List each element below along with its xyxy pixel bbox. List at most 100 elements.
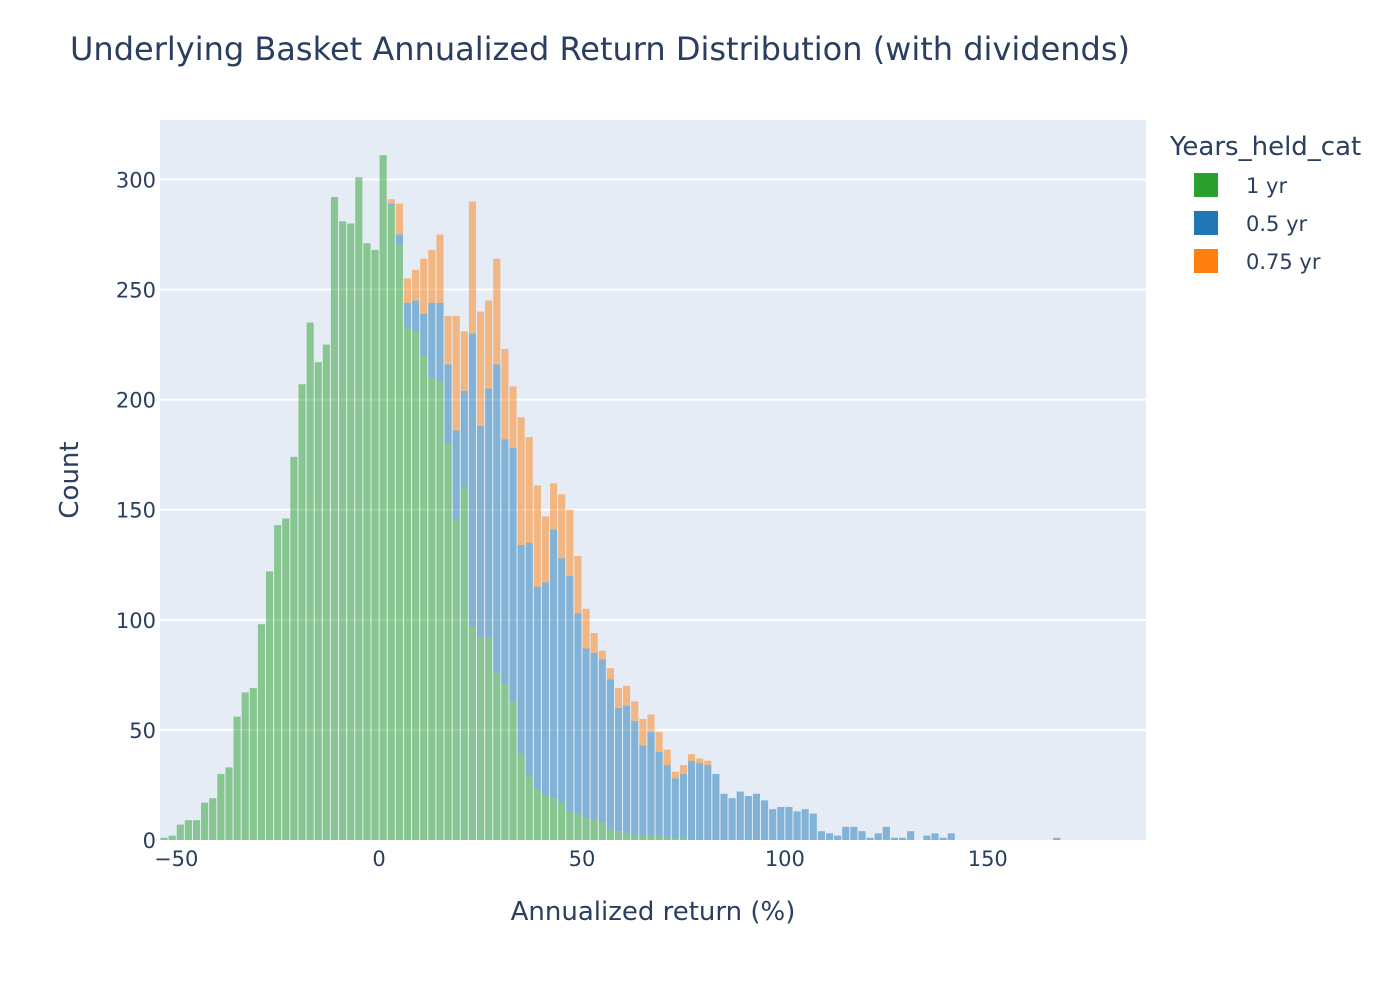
y-tick-label: 250	[116, 279, 156, 303]
histogram-bar	[598, 822, 606, 840]
histogram-bar	[639, 718, 647, 746]
histogram-bar	[858, 831, 866, 840]
histogram-bar	[663, 749, 671, 766]
histogram-bar	[801, 809, 809, 840]
histogram-bar	[160, 837, 168, 840]
histogram-bar	[290, 456, 298, 840]
histogram-bar	[501, 439, 509, 684]
histogram-bar	[882, 826, 890, 840]
histogram-bar	[631, 835, 639, 840]
histogram-bar	[947, 833, 955, 840]
histogram-bar	[347, 223, 355, 841]
histogram-bar	[907, 831, 915, 840]
histogram-bar	[541, 582, 550, 796]
histogram-bar	[387, 205, 395, 840]
histogram-bar	[623, 705, 631, 834]
histogram-bar	[420, 355, 428, 840]
x-tick-label: 100	[765, 847, 805, 871]
histogram-bar	[428, 302, 436, 378]
histogram-bar	[476, 311, 485, 427]
histogram-bar	[728, 798, 736, 840]
histogram-bar	[452, 315, 460, 431]
y-axis-ticks: 0 50 100 150 200 250 300	[116, 168, 156, 853]
histogram-bar	[468, 626, 476, 840]
legend-label: 0.5 yr	[1246, 212, 1308, 236]
histogram-bar	[809, 813, 817, 840]
histogram-bar	[355, 177, 363, 841]
histogram-bar	[533, 789, 541, 840]
histogram-bar	[282, 518, 290, 840]
histogram-bar	[623, 685, 631, 706]
histogram-bar	[541, 795, 550, 840]
histogram-bar	[322, 344, 330, 840]
histogram-bar	[574, 555, 582, 614]
histogram-bar	[712, 773, 720, 840]
histogram-bar	[679, 765, 687, 774]
histogram-bar	[793, 811, 801, 840]
legend-swatch	[1194, 173, 1218, 197]
histogram-bar	[842, 826, 850, 840]
histogram-bar	[387, 199, 395, 204]
histogram-bar	[420, 258, 428, 314]
legend: Years_held_cat 1 yr 0.5 yr 0.75 yr	[1169, 132, 1361, 274]
histogram-bar	[525, 542, 533, 777]
histogram-bar	[590, 633, 598, 653]
histogram-bar	[217, 773, 225, 840]
histogram-bar	[501, 348, 509, 440]
histogram-bar	[582, 608, 590, 649]
histogram-bar	[606, 679, 614, 829]
histogram-bar	[639, 745, 647, 836]
histogram-bar	[550, 483, 558, 530]
histogram-bar	[679, 773, 687, 838]
histogram-bar	[566, 575, 574, 812]
histogram-bar	[176, 824, 184, 840]
histogram-bar	[769, 809, 777, 840]
histogram-bar	[395, 203, 403, 235]
histogram-bar	[412, 331, 420, 840]
histogram-bar	[696, 762, 704, 840]
histogram-bar	[249, 688, 257, 840]
chart-title: Underlying Basket Annualized Return Dist…	[70, 30, 1130, 68]
histogram-bar	[850, 826, 858, 840]
histogram-bar	[541, 516, 550, 583]
histogram-bar	[834, 835, 842, 840]
histogram-bar	[314, 362, 322, 840]
histogram-bar	[598, 650, 606, 660]
legend-label: 1 yr	[1246, 174, 1287, 198]
histogram-bar	[501, 683, 509, 840]
histogram-bar	[631, 701, 639, 722]
histogram-bar	[566, 509, 574, 576]
histogram-bar	[444, 315, 452, 365]
histogram-bar	[468, 201, 476, 334]
histogram-bar	[444, 443, 452, 840]
histogram-bar	[671, 837, 679, 840]
histogram-bar	[598, 659, 606, 823]
bars	[160, 155, 1061, 841]
histogram-bar	[614, 688, 623, 708]
histogram-bar	[436, 234, 444, 303]
histogram-bar	[509, 448, 517, 702]
histogram-bar	[671, 771, 679, 779]
histogram-bar	[558, 558, 566, 803]
histogram-bar	[509, 701, 517, 840]
histogram-bar	[306, 322, 314, 840]
histogram-bar	[590, 652, 598, 821]
histogram-bar	[639, 835, 647, 840]
y-tick-label: 200	[116, 389, 156, 413]
histogram-bar	[550, 529, 558, 799]
y-tick-label: 50	[129, 719, 156, 743]
histogram-bar	[509, 386, 517, 449]
histogram-bar	[201, 802, 209, 840]
histogram-bar	[931, 833, 939, 840]
histogram-bar	[647, 732, 655, 836]
histogram-bar	[558, 494, 566, 559]
y-tick-label: 100	[116, 609, 156, 633]
histogram-bar	[647, 714, 655, 733]
histogram-bar	[655, 751, 663, 836]
histogram-bar	[704, 760, 712, 766]
histogram-bar	[476, 426, 485, 638]
histogram-bar	[752, 793, 761, 840]
histogram-bar	[606, 668, 614, 680]
